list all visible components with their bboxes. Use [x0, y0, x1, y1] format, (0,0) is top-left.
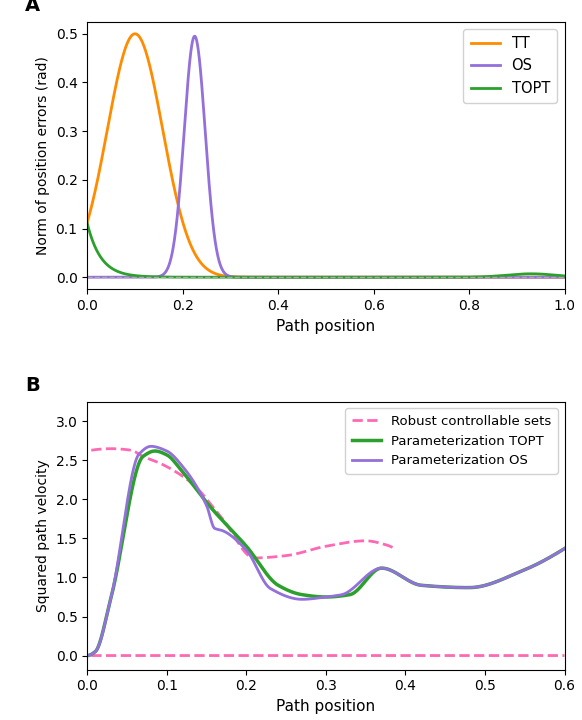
- X-axis label: Path position: Path position: [276, 319, 375, 333]
- Parameterization TOPT: [84, 651, 91, 660]
- OS: [561, 273, 568, 282]
- X-axis label: Path position: Path position: [276, 699, 375, 714]
- Parameterization TOPT: [288, 588, 294, 596]
- TT: [501, 273, 508, 282]
- Parameterization TOPT: [552, 550, 559, 559]
- TT: [84, 218, 91, 227]
- Robust controllable sets: [158, 459, 165, 468]
- TOPT: [288, 273, 294, 282]
- OS: [288, 273, 294, 282]
- Robust controllable sets: [390, 544, 397, 552]
- TOPT: [139, 272, 146, 281]
- Line: TOPT: TOPT: [87, 224, 565, 277]
- Line: Robust controllable sets: Robust controllable sets: [91, 449, 393, 558]
- Parameterization OS: [267, 584, 274, 593]
- OS: [84, 273, 91, 282]
- Robust controllable sets: [251, 554, 258, 562]
- Legend: Robust controllable sets, Parameterization TOPT, Parameterization OS: Robust controllable sets, Parameterizati…: [345, 408, 558, 474]
- TOPT: [166, 273, 173, 282]
- TOPT: [561, 271, 568, 280]
- TT: [132, 30, 139, 38]
- Parameterization OS: [501, 575, 508, 583]
- Parameterization OS: [561, 544, 568, 553]
- Parameterization OS: [552, 550, 559, 559]
- Text: B: B: [25, 376, 40, 395]
- TT: [166, 164, 173, 173]
- Line: Parameterization OS: Parameterization OS: [87, 446, 565, 655]
- Robust controllable sets: [156, 459, 163, 467]
- Parameterization TOPT: [166, 453, 173, 462]
- Parameterization TOPT: [561, 544, 568, 553]
- Parameterization TOPT: [267, 575, 274, 583]
- TT: [561, 273, 568, 282]
- OS: [166, 258, 173, 266]
- OS: [552, 273, 559, 282]
- Robust controllable sets: [309, 545, 316, 554]
- TOPT: [84, 220, 91, 228]
- OS: [139, 273, 146, 282]
- OS: [191, 32, 198, 40]
- Line: TT: TT: [87, 34, 565, 277]
- Line: Parameterization TOPT: Parameterization TOPT: [87, 451, 565, 655]
- Parameterization TOPT: [139, 454, 146, 462]
- OS: [501, 273, 508, 282]
- Legend: TT, OS, TOPT: TT, OS, TOPT: [463, 29, 557, 103]
- OS: [267, 273, 274, 282]
- TT: [288, 273, 294, 282]
- Parameterization OS: [84, 651, 91, 660]
- Parameterization TOPT: [501, 575, 508, 583]
- Robust controllable sets: [102, 444, 109, 453]
- Line: OS: OS: [87, 36, 565, 277]
- TT: [139, 37, 146, 45]
- Parameterization OS: [139, 447, 146, 456]
- Parameterization OS: [288, 593, 294, 602]
- Y-axis label: Norm of position errors (rad): Norm of position errors (rad): [36, 56, 50, 255]
- Robust controllable sets: [88, 446, 95, 454]
- TT: [552, 273, 559, 282]
- TOPT: [267, 273, 274, 282]
- Y-axis label: Squared path velocity: Squared path velocity: [36, 459, 50, 612]
- Text: A: A: [25, 0, 40, 15]
- TOPT: [501, 271, 508, 280]
- Robust controllable sets: [131, 447, 138, 456]
- TOPT: [377, 273, 384, 282]
- Parameterization OS: [166, 449, 173, 457]
- TOPT: [552, 271, 559, 279]
- TT: [267, 273, 274, 282]
- Parameterization OS: [147, 442, 154, 451]
- Robust controllable sets: [208, 500, 215, 509]
- Robust controllable sets: [108, 444, 115, 453]
- Parameterization TOPT: [151, 446, 158, 455]
